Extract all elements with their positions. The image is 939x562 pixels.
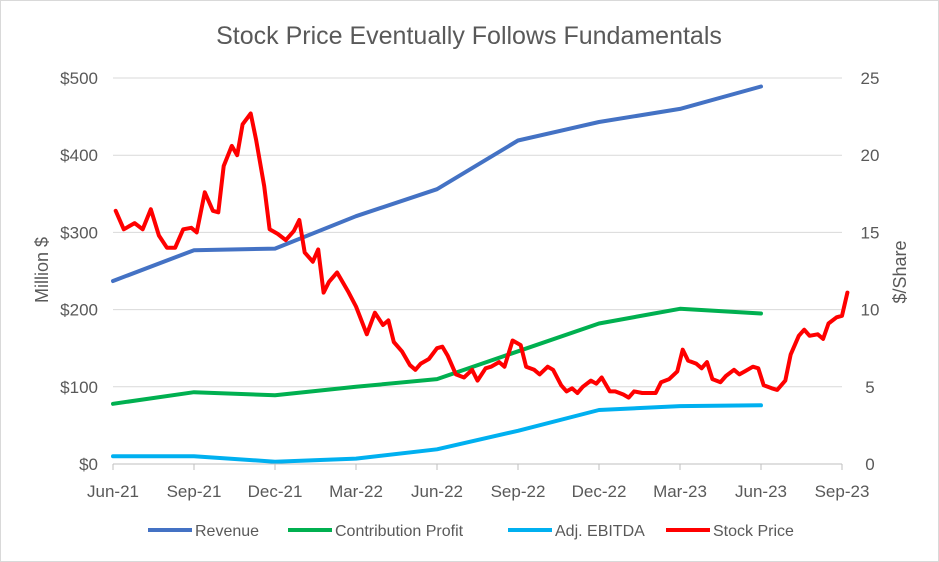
left-tick-label: $100 — [60, 378, 98, 397]
x-tick-label: Sep-21 — [167, 482, 222, 501]
left-tick-label: $400 — [60, 146, 98, 165]
left-axis-label: Million $ — [32, 237, 52, 303]
left-tick-label: $500 — [60, 69, 98, 88]
right-tick-label: 5 — [865, 378, 874, 397]
gridlines — [113, 77, 842, 388]
x-tick-label: Dec-22 — [572, 482, 627, 501]
chart-title: Stock Price Eventually Follows Fundament… — [216, 22, 722, 50]
series-line-adj-ebitda — [111, 403, 763, 464]
legend-label: Revenue — [195, 523, 259, 540]
right-axis-ticks: 0 5 10 15 20 25 — [861, 69, 880, 474]
legend-label: Stock Price — [713, 523, 794, 540]
series-lines — [111, 84, 850, 464]
x-tick-label: Dec-21 — [248, 482, 303, 501]
right-tick-label: 20 — [861, 146, 880, 165]
right-axis-label: $/Share — [890, 240, 910, 303]
x-axis-ticks: Jun-21 Sep-21 Dec-21 Mar-22 Jun-22 Sep-22 Dec-… — [87, 464, 869, 501]
left-tick-label: $0 — [79, 455, 98, 474]
legend-label: Contribution Profit — [335, 523, 464, 540]
series-line-stock-price — [113, 111, 850, 400]
left-tick-label: $200 — [60, 301, 98, 320]
right-tick-label: 10 — [861, 301, 880, 320]
x-tick-label: Jun-21 — [87, 482, 139, 501]
series-line-contribution-profit — [111, 306, 763, 406]
legend-label: Adj. EBITDA — [555, 523, 645, 540]
left-tick-label: $300 — [60, 223, 98, 242]
right-tick-label: 25 — [861, 69, 880, 88]
x-tick-label: Sep-23 — [815, 482, 870, 501]
x-tick-label: Jun-23 — [735, 482, 787, 501]
right-tick-label: 15 — [861, 223, 880, 242]
right-tick-label: 0 — [865, 455, 874, 474]
x-tick-label: Mar-23 — [653, 482, 707, 501]
x-tick-label: Sep-22 — [491, 482, 546, 501]
left-axis-ticks: $0 $100 $200 $300 $400 $500 — [60, 69, 98, 474]
x-tick-label: Jun-22 — [411, 482, 463, 501]
legend: Revenue Contribution Profit Adj. EBITDA Sto… — [148, 523, 794, 540]
x-tick-label: Mar-22 — [329, 482, 383, 501]
series-line-revenue — [111, 84, 763, 283]
